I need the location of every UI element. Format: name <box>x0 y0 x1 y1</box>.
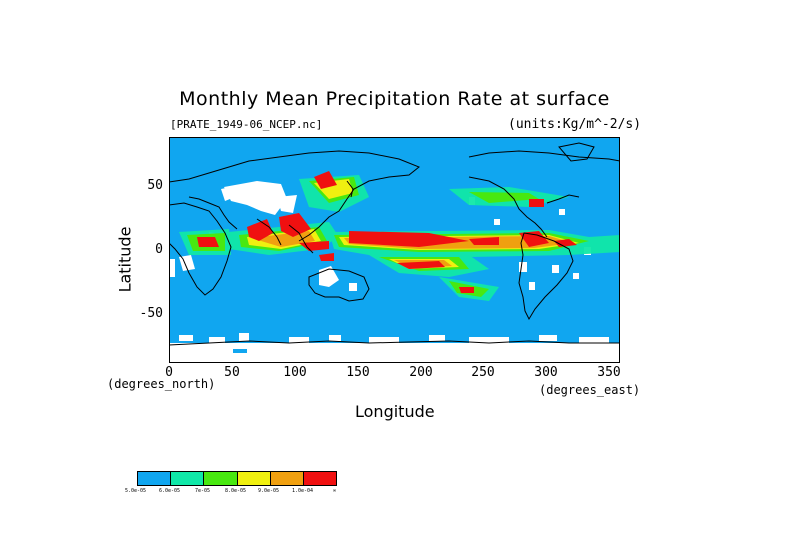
y-tick-label: -50 <box>139 306 163 321</box>
x-tick-label: 200 <box>409 365 433 380</box>
precip-level-6 <box>197 171 577 293</box>
coastlines <box>169 142 620 346</box>
map-frame <box>169 137 620 363</box>
colorbar-label: 5.0e-05 <box>125 488 147 494</box>
colorbar-labels: 5.0e-05 6.0e-05 7e-05 8.0e-05 9.0e-05 1.… <box>125 488 347 496</box>
colorbar-label: ∞ <box>333 488 337 494</box>
precipitation-map <box>169 137 620 363</box>
colorbar-label: 1.0e-04 <box>292 488 314 494</box>
x-axis-unit: (degrees_east) <box>539 383 641 397</box>
x-tick-label: 250 <box>471 365 495 380</box>
colorbar-swatch <box>171 472 205 485</box>
chart-title: Monthly Mean Precipitation Rate at surfa… <box>179 88 610 110</box>
colorbar-swatch <box>204 472 238 485</box>
colorbar-label: 7e-05 <box>195 488 211 494</box>
y-tick-label: 50 <box>147 178 163 193</box>
x-tick-label: 0 <box>165 365 173 380</box>
units-label: (units:Kg/m^-2/s) <box>508 117 642 132</box>
colorbar-label: 6.0e-05 <box>159 488 181 494</box>
colorbar-swatch <box>237 472 271 485</box>
colorbar <box>137 471 337 486</box>
y-tick-label: 0 <box>155 242 163 257</box>
x-tick-label: 350 <box>597 365 621 380</box>
x-tick-label: 100 <box>283 365 307 380</box>
file-name-label: [PRATE_1949-06_NCEP.nc] <box>170 118 323 131</box>
colorbar-label: 8.0e-05 <box>225 488 247 494</box>
colorbar-label: 9.0e-05 <box>258 488 280 494</box>
x-axis-label: Longitude <box>355 402 435 421</box>
x-tick-label: 300 <box>534 365 558 380</box>
x-tick-label: 150 <box>346 365 370 380</box>
y-axis-unit: (degrees_north) <box>107 377 216 391</box>
colorbar-swatch <box>303 472 337 485</box>
y-axis-label: Latitude <box>115 226 135 293</box>
colorbar-swatch <box>270 472 304 485</box>
x-tick-label: 50 <box>224 365 240 380</box>
colorbar-swatch <box>138 472 172 485</box>
